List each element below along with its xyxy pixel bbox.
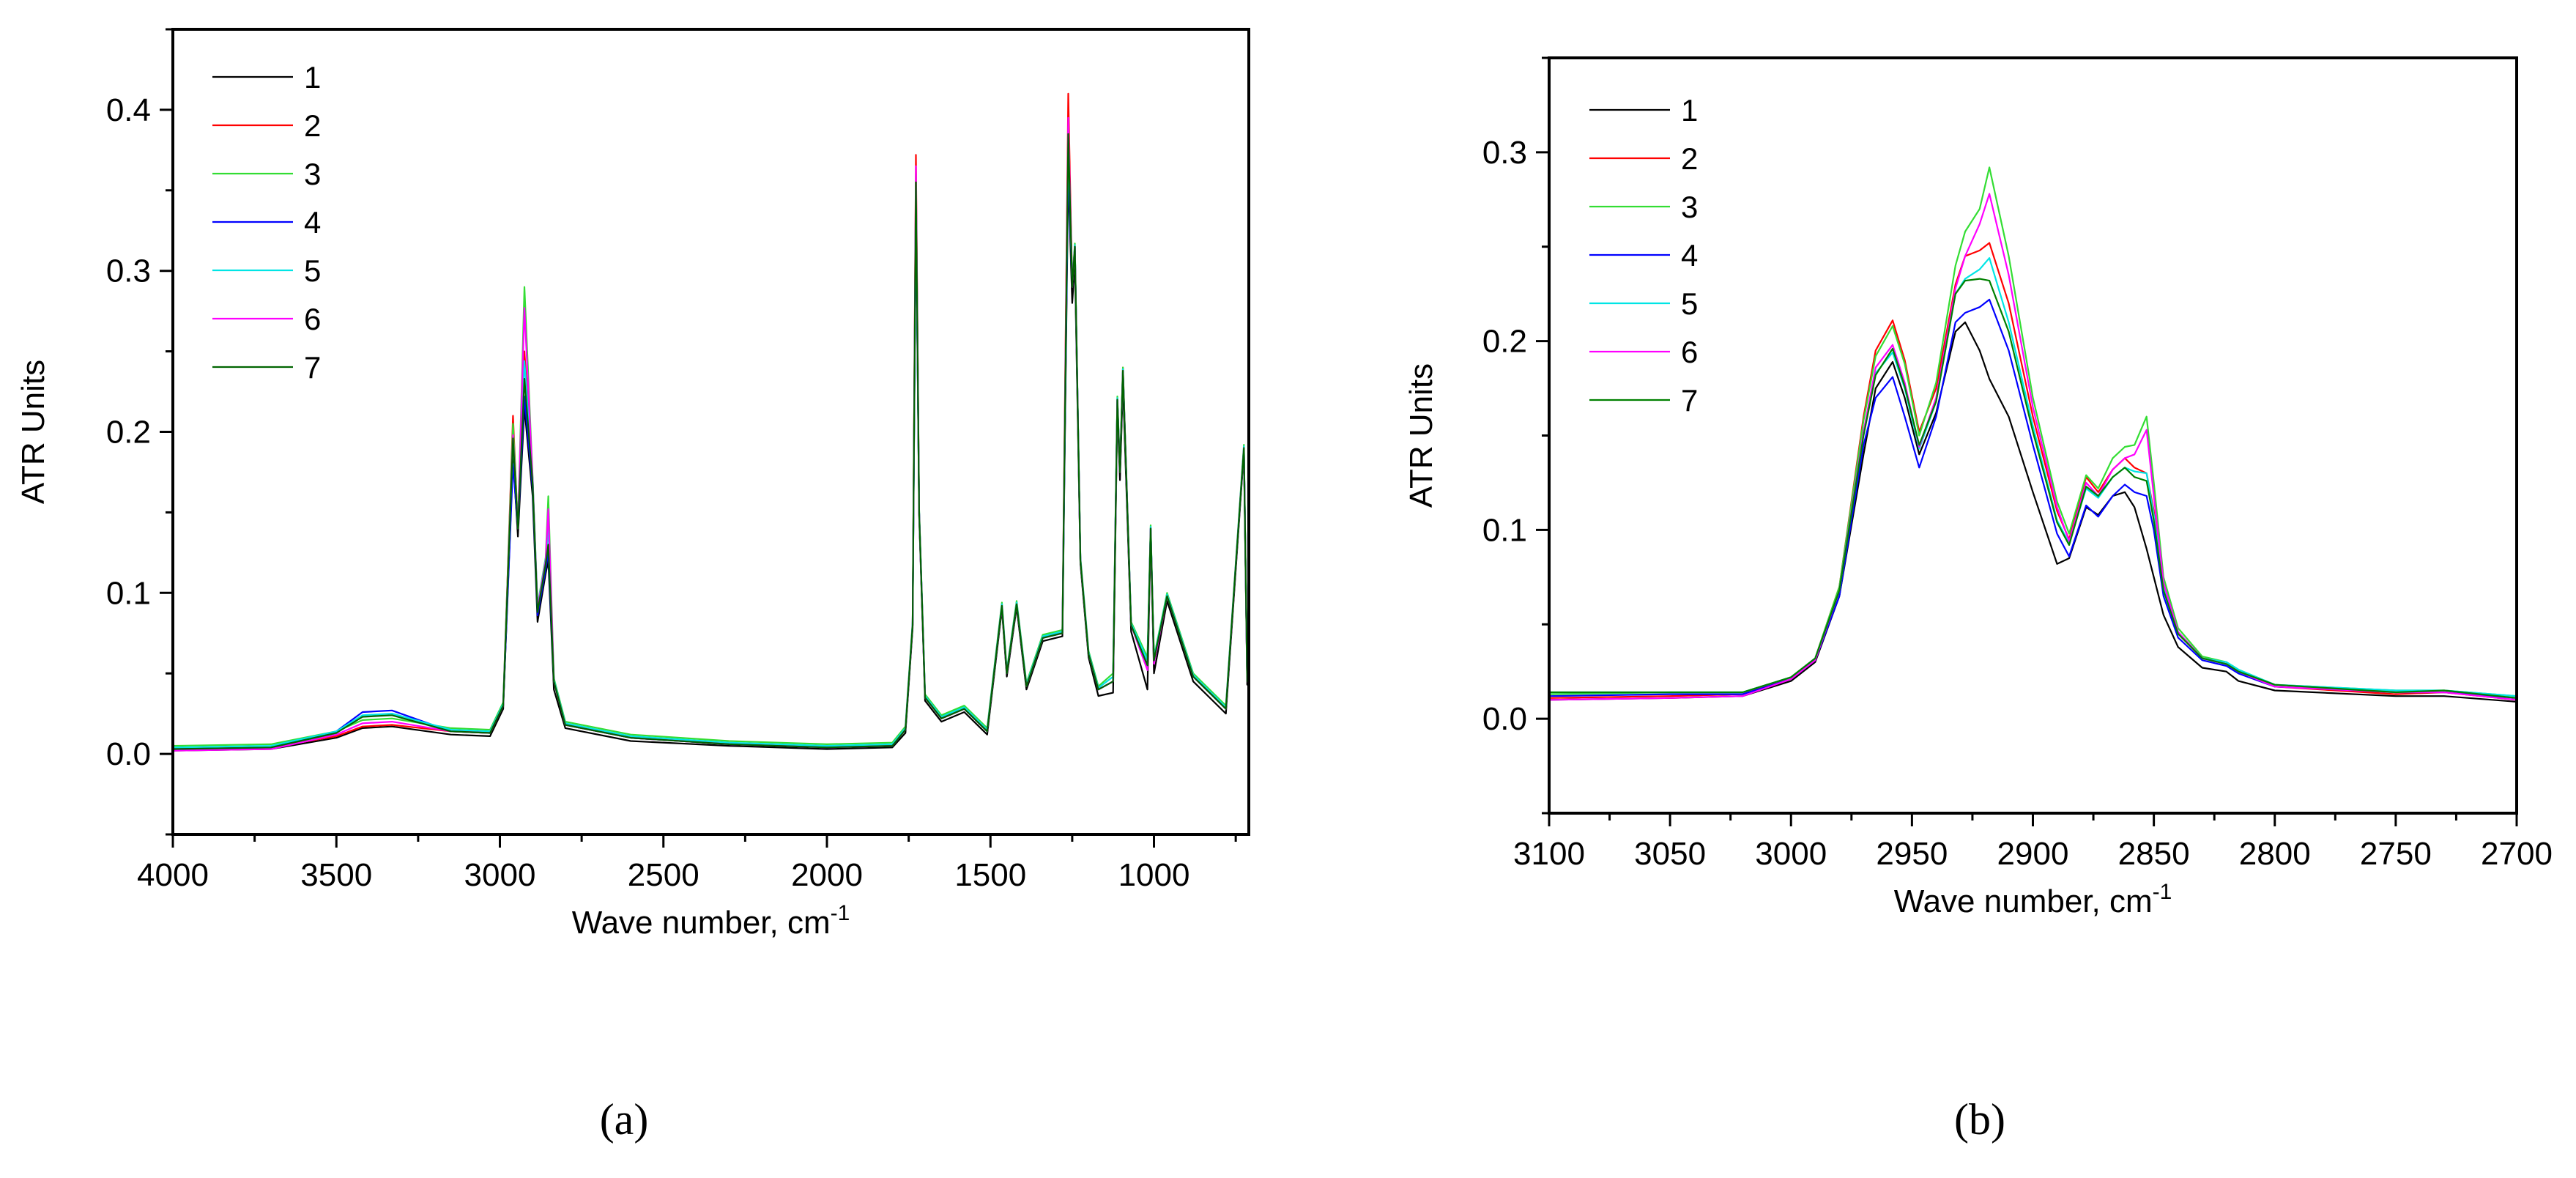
legend-label: 4 bbox=[1681, 238, 1698, 273]
x-tick-label: 2500 bbox=[628, 857, 699, 893]
y-tick-label: 0.2 bbox=[1482, 324, 1527, 360]
chart-panel-a: 4000 3500 3000 2500 2000 1500 1000 0.0 0.1 0.2 0.3… bbox=[15, 28, 1250, 1144]
x-tick-label: 2800 bbox=[2239, 836, 2311, 872]
legend-item: 7 bbox=[1589, 383, 1698, 418]
y-tick-label: 0.3 bbox=[106, 253, 151, 289]
y-tick-label: 0.0 bbox=[106, 736, 151, 772]
x-tick-label: 2000 bbox=[791, 857, 863, 893]
legend-label: 1 bbox=[1681, 93, 1698, 127]
series-group bbox=[173, 92, 1249, 752]
legend-item: 6 bbox=[1589, 335, 1698, 369]
x-tick-label: 3100 bbox=[1513, 836, 1585, 872]
legend-label: 4 bbox=[304, 205, 321, 240]
x-tick-label: 3000 bbox=[464, 857, 536, 893]
legend-label: 3 bbox=[304, 157, 321, 191]
legend-item: 4 bbox=[212, 205, 321, 240]
series-line-1 bbox=[1549, 321, 2517, 703]
series-line-3 bbox=[1549, 166, 2517, 697]
x-axis-title-text: Wave number, cm bbox=[1894, 884, 2153, 919]
legend-item: 2 bbox=[212, 108, 321, 143]
series-line-4 bbox=[1549, 298, 2517, 699]
chart-panel-b: 3100 3050 3000 2950 2900 2850 2800 2750 2700 0.0 0… bbox=[1403, 56, 2553, 1144]
legend-label: 2 bbox=[1681, 141, 1698, 176]
legend-item: 7 bbox=[212, 350, 321, 385]
series-line-1 bbox=[173, 173, 1249, 752]
x-axis-title-superscript: -1 bbox=[2153, 880, 2172, 904]
y-axis-title: ATR Units bbox=[15, 360, 51, 504]
series-line-4 bbox=[173, 157, 1249, 750]
legend-label: 7 bbox=[1681, 383, 1698, 418]
x-axis-title-text: Wave number, cm bbox=[572, 905, 831, 941]
series-group bbox=[1549, 166, 2517, 703]
legend: 1 2 3 4 5 6 7 bbox=[212, 60, 321, 385]
x-tick-label: 2750 bbox=[2360, 836, 2432, 872]
x-axis-title: Wave number, cm-1 bbox=[1894, 880, 2172, 919]
legend-item: 1 bbox=[1589, 93, 1698, 127]
x-tick-label: 1500 bbox=[954, 857, 1026, 893]
x-tick-label: 2850 bbox=[2118, 836, 2190, 872]
series-line-7 bbox=[173, 133, 1249, 750]
legend-item: 1 bbox=[212, 60, 321, 95]
legend-label: 2 bbox=[304, 108, 321, 143]
legend-label: 3 bbox=[1681, 190, 1698, 224]
y-tick-label: 0.0 bbox=[1482, 701, 1527, 737]
legend-label: 7 bbox=[304, 350, 321, 385]
x-axis-title-superscript: -1 bbox=[831, 901, 850, 925]
legend-item: 5 bbox=[212, 253, 321, 288]
legend-label: 5 bbox=[304, 253, 321, 288]
x-tick-label: 2950 bbox=[1876, 836, 1948, 872]
plot-frame bbox=[171, 28, 1250, 836]
panel-label: (b) bbox=[1954, 1095, 2005, 1144]
x-tick-label: 3500 bbox=[300, 857, 372, 893]
legend-label: 1 bbox=[304, 60, 321, 95]
x-tick-label: 4000 bbox=[137, 857, 209, 893]
legend-item: 2 bbox=[1589, 141, 1698, 176]
x-tick-label: 2700 bbox=[2481, 836, 2553, 872]
y-tick-label: 0.1 bbox=[106, 575, 151, 611]
y-axis-title: ATR Units bbox=[1403, 363, 1439, 508]
legend-label: 6 bbox=[1681, 335, 1698, 369]
legend-label: 6 bbox=[304, 302, 321, 336]
legend-item: 6 bbox=[212, 302, 321, 336]
y-tick-label: 0.4 bbox=[106, 92, 151, 128]
y-tick-label: 0.1 bbox=[1482, 512, 1527, 548]
series-line-5 bbox=[1549, 257, 2517, 697]
legend-label: 5 bbox=[1681, 286, 1698, 321]
x-tick-label: 2900 bbox=[1997, 836, 2069, 872]
legend-item: 3 bbox=[1589, 190, 1698, 224]
panel-label: (a) bbox=[600, 1095, 649, 1144]
x-axis-title: Wave number, cm-1 bbox=[572, 901, 850, 941]
y-tick-label: 0.2 bbox=[106, 415, 151, 451]
legend-item: 3 bbox=[212, 157, 321, 191]
x-tick-label: 1000 bbox=[1118, 857, 1190, 893]
x-tick-label: 3050 bbox=[1634, 836, 1706, 872]
y-tick-label: 0.3 bbox=[1482, 135, 1527, 171]
x-tick-label: 3000 bbox=[1755, 836, 1827, 872]
legend-item: 4 bbox=[1589, 238, 1698, 273]
legend: 1 2 3 4 5 6 7 bbox=[1589, 93, 1698, 418]
legend-item: 5 bbox=[1589, 286, 1698, 321]
series-line-7 bbox=[1549, 278, 2517, 699]
